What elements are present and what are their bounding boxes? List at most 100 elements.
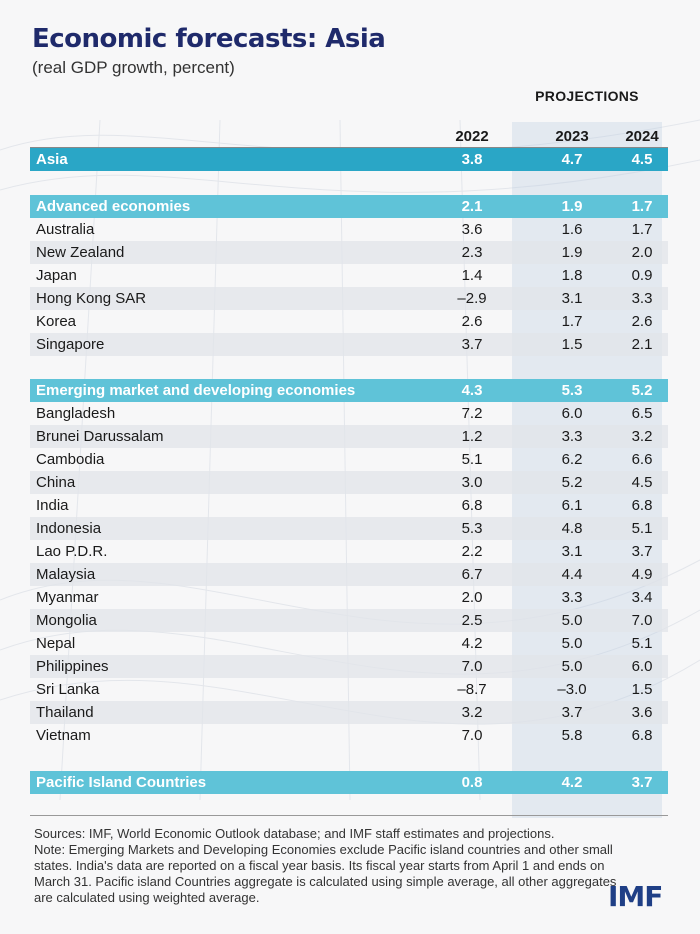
table-row: Bangladesh 7.2 6.0 6.5 bbox=[30, 402, 668, 425]
cell-value-2023: 6.2 bbox=[561, 451, 583, 468]
cell-value-2022: 1.2 bbox=[461, 428, 483, 445]
row-label: Philippines bbox=[36, 658, 109, 675]
cell-value-2022: 6.8 bbox=[461, 497, 483, 514]
cell-value-2024: 1.7 bbox=[631, 198, 653, 215]
cell-value-2023: 5.3 bbox=[561, 382, 583, 399]
table-row: Lao P.D.R. 2.2 3.1 3.7 bbox=[30, 540, 668, 563]
cell-value-2022: 0.8 bbox=[461, 774, 483, 791]
cell-value-2024: 4.9 bbox=[631, 566, 653, 583]
table-row: Australia 3.6 1.6 1.7 bbox=[30, 218, 668, 241]
cell-value-2022: 2.2 bbox=[461, 543, 483, 560]
table-row: Vietnam 7.0 5.8 6.8 bbox=[30, 724, 668, 747]
cell-value-2022: 6.7 bbox=[461, 566, 483, 583]
cell-value-2024: 3.7 bbox=[631, 774, 653, 791]
table-row: Cambodia 5.1 6.2 6.6 bbox=[30, 448, 668, 471]
sources-text: Sources: IMF, World Economic Outlook dat… bbox=[34, 826, 555, 841]
cell-value-2023: 4.8 bbox=[561, 520, 583, 537]
cell-value-2022: 7.2 bbox=[461, 405, 483, 422]
cell-value-2022: 3.0 bbox=[461, 474, 483, 491]
cell-value-2024: 1.5 bbox=[631, 681, 653, 698]
cell-value-2024: 3.3 bbox=[631, 290, 653, 307]
cell-value-2023: 6.0 bbox=[561, 405, 583, 422]
table-row: Myanmar 2.0 3.3 3.4 bbox=[30, 586, 668, 609]
table-row: Nepal 4.2 5.0 5.1 bbox=[30, 632, 668, 655]
row-label: Bangladesh bbox=[36, 405, 116, 422]
cell-value-2024: 6.0 bbox=[631, 658, 653, 675]
cell-value-2023: 1.9 bbox=[561, 198, 583, 215]
projections-label: PROJECTIONS bbox=[535, 88, 639, 104]
page-subtitle: (real GDP growth, percent) bbox=[32, 58, 235, 77]
table-row: Indonesia 5.3 4.8 5.1 bbox=[30, 517, 668, 540]
cell-value-2022: 7.0 bbox=[461, 727, 483, 744]
cell-value-2023: 3.7 bbox=[561, 704, 583, 721]
cell-value-2023: 5.2 bbox=[561, 474, 583, 491]
cell-value-2022: 2.0 bbox=[461, 589, 483, 606]
cell-value-2022: –2.9 bbox=[457, 290, 487, 307]
cell-value-2023: 5.0 bbox=[561, 658, 583, 675]
cell-value-2022: 2.6 bbox=[461, 313, 483, 330]
cell-value-2023: 5.0 bbox=[561, 635, 583, 652]
table-row: Japan 1.4 1.8 0.9 bbox=[30, 264, 668, 287]
cell-value-2024: 6.8 bbox=[631, 497, 653, 514]
cell-value-2023: 1.8 bbox=[561, 267, 583, 284]
cell-value-2024: 0.9 bbox=[631, 267, 653, 284]
cell-value-2023: 3.1 bbox=[561, 543, 583, 560]
cell-value-2022: 5.3 bbox=[461, 520, 483, 537]
row-label: India bbox=[36, 497, 69, 514]
cell-value-2022: –8.7 bbox=[457, 681, 487, 698]
imf-logo: IMF bbox=[608, 880, 663, 913]
table-row: New Zealand 2.3 1.9 2.0 bbox=[30, 241, 668, 264]
cell-value-2022: 2.3 bbox=[461, 244, 483, 261]
cell-value-2022: 5.1 bbox=[461, 451, 483, 468]
cell-value-2024: 3.2 bbox=[631, 428, 653, 445]
page-title: Economic forecasts: Asia bbox=[32, 24, 386, 54]
row-label: Australia bbox=[36, 221, 95, 238]
table-group-row: Pacific Island Countries 0.8 4.2 3.7 bbox=[30, 771, 668, 794]
cell-value-2024: 2.1 bbox=[631, 336, 653, 353]
cell-value-2023: 1.6 bbox=[561, 221, 583, 238]
row-label: Mongolia bbox=[36, 612, 97, 629]
cell-value-2022: 3.2 bbox=[461, 704, 483, 721]
cell-value-2023: 5.0 bbox=[561, 612, 583, 629]
table-row: Thailand 3.2 3.7 3.6 bbox=[30, 701, 668, 724]
column-header-2023: 2023 bbox=[555, 128, 589, 145]
cell-value-2022: 4.2 bbox=[461, 635, 483, 652]
row-label: Malaysia bbox=[36, 566, 96, 583]
table-row: China 3.0 5.2 4.5 bbox=[30, 471, 668, 494]
cell-value-2022: 3.6 bbox=[461, 221, 483, 238]
cell-value-2022: 3.8 bbox=[461, 151, 483, 168]
table-row: Brunei Darussalam 1.2 3.3 3.2 bbox=[30, 425, 668, 448]
cell-value-2023: 4.4 bbox=[561, 566, 583, 583]
cell-value-2024: 5.2 bbox=[631, 382, 653, 399]
cell-value-2024: 3.7 bbox=[631, 543, 653, 560]
table-row: India 6.8 6.1 6.8 bbox=[30, 494, 668, 517]
cell-value-2023: 3.1 bbox=[561, 290, 583, 307]
notes-block: Sources: IMF, World Economic Outlook dat… bbox=[34, 826, 624, 906]
table-row: Mongolia 2.5 5.0 7.0 bbox=[30, 609, 668, 632]
cell-value-2024: 3.4 bbox=[631, 589, 653, 606]
table-row: Philippines 7.0 5.0 6.0 bbox=[30, 655, 668, 678]
cell-value-2023: 6.1 bbox=[561, 497, 583, 514]
row-label: Emerging market and developing economies bbox=[36, 382, 356, 399]
row-label: Singapore bbox=[36, 336, 105, 353]
row-label: Vietnam bbox=[36, 727, 91, 744]
row-label: Indonesia bbox=[36, 520, 102, 537]
cell-value-2024: 2.0 bbox=[631, 244, 653, 261]
cell-value-2024: 1.7 bbox=[631, 221, 653, 238]
cell-value-2024: 6.6 bbox=[631, 451, 653, 468]
row-label: Korea bbox=[36, 313, 77, 330]
column-header-2024: 2024 bbox=[625, 128, 659, 145]
row-label: Lao P.D.R. bbox=[36, 543, 108, 560]
row-label: Brunei Darussalam bbox=[36, 428, 164, 445]
table-bottom-rule bbox=[30, 815, 668, 816]
cell-value-2023: 1.5 bbox=[561, 336, 583, 353]
cell-value-2024: 7.0 bbox=[631, 612, 653, 629]
row-label: China bbox=[36, 474, 76, 491]
table-row: Malaysia 6.7 4.4 4.9 bbox=[30, 563, 668, 586]
row-label: Thailand bbox=[36, 704, 94, 721]
cell-value-2022: 2.5 bbox=[461, 612, 483, 629]
table-row: Singapore 3.7 1.5 2.1 bbox=[30, 333, 668, 356]
header-rule bbox=[30, 147, 668, 148]
cell-value-2022: 1.4 bbox=[461, 267, 483, 284]
cell-value-2023: 4.7 bbox=[561, 151, 583, 168]
